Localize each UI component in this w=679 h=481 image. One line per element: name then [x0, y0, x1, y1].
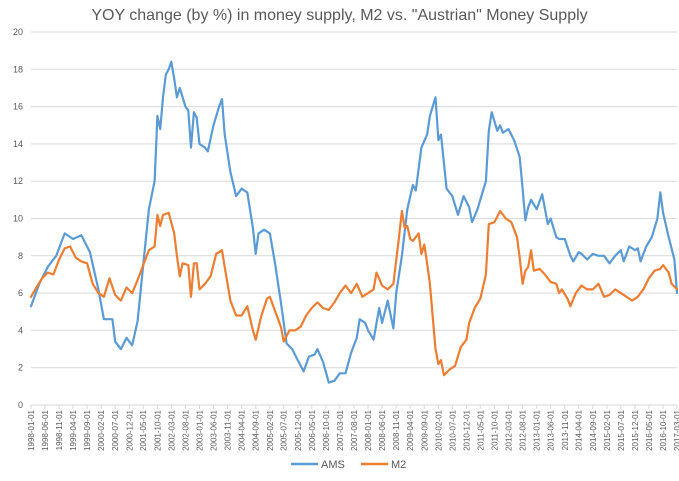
y-tick-label: 8: [18, 251, 23, 261]
x-tick-label: 2002-03-01: [167, 409, 176, 450]
x-tick-label: 2014-04-01: [575, 409, 584, 450]
y-tick-label: 4: [18, 325, 23, 335]
x-tick-label: 2011-10-01: [490, 409, 499, 450]
x-tick-label: 2004-09-01: [252, 409, 261, 450]
x-tick-label: 1998-11-01: [55, 409, 64, 450]
x-tick-label: 2013-01-01: [533, 409, 542, 450]
x-tick-label: 2012-08-01: [519, 409, 528, 450]
x-tick-label: 1999-09-01: [83, 409, 92, 450]
y-tick-label: 16: [13, 102, 23, 112]
x-tick-label: 2003-01-01: [196, 409, 205, 450]
x-tick-label: 2010-02-01: [434, 409, 443, 450]
x-tick-label: 2002-08-01: [181, 409, 190, 450]
x-tick-label: 2000-07-01: [111, 409, 120, 450]
x-tick-label: 2015-07-01: [617, 409, 626, 450]
y-tick-label: 12: [13, 176, 23, 186]
x-tick-label: 2016-10-01: [659, 409, 668, 450]
x-tick-label: 1999-04-01: [69, 409, 78, 450]
x-tick-label: 2009-04-01: [406, 409, 415, 450]
legend: AMS M2: [291, 459, 406, 471]
y-tick-label: 2: [18, 363, 23, 373]
x-tick-label: 2010-07-01: [448, 409, 457, 450]
y-tick-label: 10: [13, 214, 23, 224]
y-axis-ticks: 0 2 4 6 8 10 12 14 16 18 20: [13, 27, 23, 410]
legend-label-ams: AMS: [321, 459, 345, 471]
x-tick-label: 2013-11-01: [561, 409, 570, 450]
x-tick-label: 2003-06-01: [209, 409, 218, 450]
x-tick-label: 1998-01-01: [27, 409, 36, 450]
x-tick-label: 2012-03-01: [504, 409, 513, 450]
x-tick-label: 2014-09-01: [589, 409, 598, 450]
x-tick-label: 2007-03-01: [336, 409, 345, 450]
x-tick-label: 2006-10-01: [322, 409, 331, 450]
x-tick-label: 2009-09-01: [420, 409, 429, 450]
y-tick-label: 18: [13, 64, 23, 74]
series-lines: [29, 60, 679, 384]
x-tick-label: 2007-08-01: [350, 409, 359, 450]
series-line-m2: [29, 209, 679, 377]
x-tick-label: 2001-10-01: [153, 409, 162, 450]
series-line-ams: [29, 60, 679, 384]
x-tick-label: 2015-12-01: [631, 409, 640, 450]
x-tick-label: 2005-07-01: [280, 409, 289, 450]
x-tick-label: 2001-05-01: [139, 409, 148, 450]
x-tick-label: 1998-06-01: [41, 409, 50, 450]
x-axis-ticks: 1998-01-01 1998-06-01 1998-11-01 1999-04-01…: [27, 405, 679, 451]
x-tick-label: 2005-12-01: [294, 409, 303, 450]
x-tick-label: 2004-04-01: [238, 409, 247, 450]
x-tick-label: 2006-05-01: [308, 409, 317, 450]
x-tick-label: 2010-12-01: [462, 409, 471, 450]
x-tick-label: 2011-05-01: [476, 409, 485, 450]
x-tick-label: 2015-02-01: [603, 409, 612, 450]
legend-label-m2: M2: [391, 459, 406, 471]
x-tick-label: 2000-12-01: [125, 409, 134, 450]
x-tick-label: 2000-02-01: [97, 409, 106, 450]
x-tick-label: 2008-06-01: [378, 409, 387, 450]
chart-title: YOY change (by %) in money supply, M2 vs…: [91, 7, 587, 24]
y-tick-label: 20: [13, 27, 23, 37]
y-tick-label: 0: [18, 400, 23, 410]
x-tick-label: 2016-05-01: [645, 409, 654, 450]
x-tick-label: 2005-02-01: [266, 409, 275, 450]
x-tick-label: 2008-01-01: [364, 409, 373, 450]
y-tick-label: 14: [13, 139, 23, 149]
x-tick-label: 2013-06-01: [547, 409, 556, 450]
x-tick-label: 2017-03-01: [673, 409, 679, 450]
x-tick-label: 2008-11-01: [392, 409, 401, 450]
x-tick-label: 2003-11-01: [224, 409, 233, 450]
gridlines: [31, 31, 677, 369]
y-tick-label: 6: [18, 288, 23, 298]
